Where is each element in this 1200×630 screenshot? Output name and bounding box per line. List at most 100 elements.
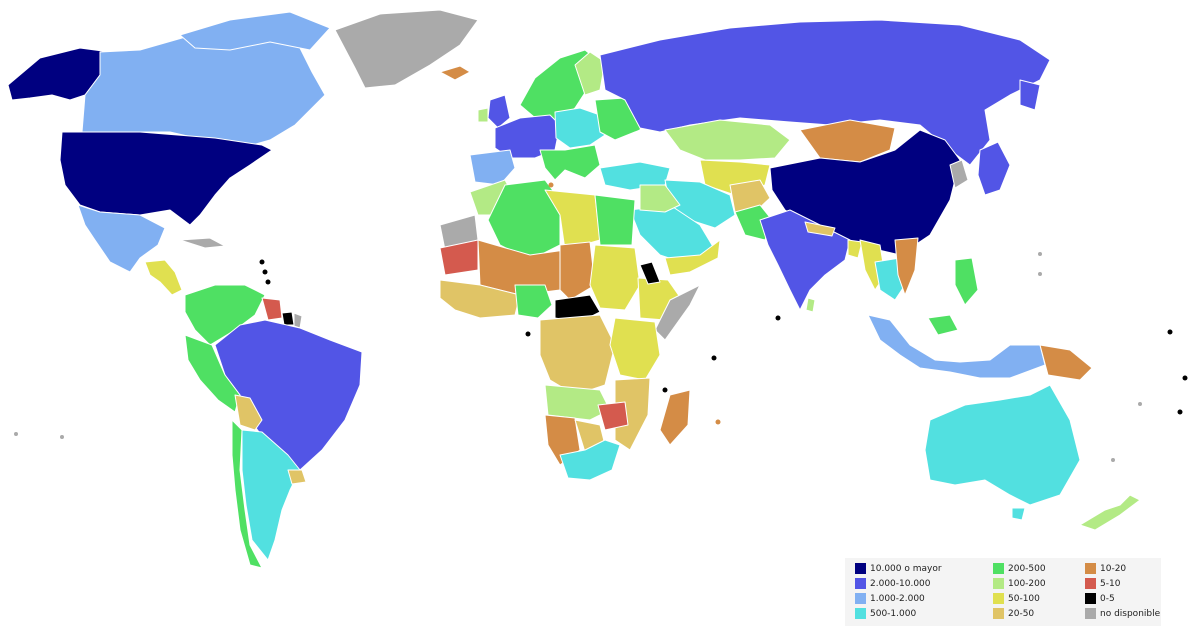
region-iceland[interactable] xyxy=(439,65,471,81)
legend-item: 500-1.000 xyxy=(855,607,916,620)
legend-label: 20-50 xyxy=(1008,608,1035,619)
legend-swatch xyxy=(855,593,866,604)
legend-swatch xyxy=(1085,578,1096,589)
island-dot[interactable] xyxy=(775,315,781,321)
island-dot[interactable] xyxy=(265,279,271,285)
region-bangladesh[interactable] xyxy=(847,239,863,259)
region-iraq-syria[interactable] xyxy=(639,184,681,213)
region-mozambique[interactable] xyxy=(614,377,651,451)
legend-swatch xyxy=(993,593,1004,604)
region-east-africa[interactable] xyxy=(609,317,661,381)
region-uruguay[interactable] xyxy=(287,469,307,485)
region-cuba[interactable] xyxy=(179,237,226,249)
region-guyana[interactable] xyxy=(261,297,283,321)
legend-item: no disponible xyxy=(1085,607,1160,620)
legend-swatch xyxy=(1085,593,1096,604)
legend-item: 2.000-10.000 xyxy=(855,577,931,590)
island-dot[interactable] xyxy=(1111,458,1115,462)
legend-label: 5-10 xyxy=(1100,578,1121,589)
region-malaysia[interactable] xyxy=(927,314,959,336)
region-argentina[interactable] xyxy=(241,429,301,561)
region-zimbabwe[interactable] xyxy=(597,401,629,431)
region-chad[interactable] xyxy=(559,241,596,301)
region-yemen-oman[interactable] xyxy=(664,239,721,276)
region-nigeria[interactable] xyxy=(514,284,553,319)
region-central-europe[interactable] xyxy=(554,107,606,149)
region-mauritania[interactable] xyxy=(439,239,479,276)
region-peru[interactable] xyxy=(184,334,241,413)
region-drc[interactable] xyxy=(539,314,616,396)
island-dot[interactable] xyxy=(525,331,531,337)
region-greenland[interactable] xyxy=(334,9,479,89)
region-ireland[interactable] xyxy=(477,107,489,123)
island-dot[interactable] xyxy=(715,419,721,425)
region-central-america[interactable] xyxy=(144,259,183,296)
small-islands xyxy=(14,182,1188,462)
region-sudan[interactable] xyxy=(589,244,641,311)
island-dot[interactable] xyxy=(1177,409,1183,415)
region-sri-lanka[interactable] xyxy=(805,297,816,313)
region-philippines[interactable] xyxy=(954,257,979,306)
region-french-guiana[interactable] xyxy=(293,312,303,329)
legend-item: 1.000-2.000 xyxy=(855,592,925,605)
island-dot[interactable] xyxy=(1182,375,1188,381)
legend-swatch xyxy=(993,608,1004,619)
island-dot[interactable] xyxy=(259,259,265,265)
legend-item: 5-10 xyxy=(1085,577,1120,590)
region-australia[interactable] xyxy=(924,384,1081,506)
region-canada-islands[interactable] xyxy=(179,11,331,51)
legend-item: 10.000 o mayor xyxy=(855,562,942,575)
island-dot[interactable] xyxy=(1167,329,1173,335)
region-angola-zambia[interactable] xyxy=(544,384,611,421)
island-dot[interactable] xyxy=(711,355,717,361)
legend-item: 20-50 xyxy=(993,607,1034,620)
region-kazakhstan[interactable] xyxy=(664,119,791,161)
region-kamchatka[interactable] xyxy=(1019,79,1041,111)
region-korea[interactable] xyxy=(949,159,969,189)
region-colombia-venezuela[interactable] xyxy=(184,284,266,346)
region-egypt[interactable] xyxy=(594,194,636,246)
legend-label: 10-20 xyxy=(1100,563,1127,574)
island-dot[interactable] xyxy=(548,182,554,188)
region-nepal[interactable] xyxy=(804,221,836,237)
region-usa[interactable] xyxy=(59,131,273,226)
legend-swatch xyxy=(993,578,1004,589)
island-dot[interactable] xyxy=(1038,272,1042,276)
region-new-guinea[interactable] xyxy=(1039,344,1093,381)
region-vietnam[interactable] xyxy=(894,237,919,296)
region-russia[interactable] xyxy=(599,19,1051,166)
island-dot[interactable] xyxy=(262,269,268,275)
island-dot[interactable] xyxy=(60,435,64,439)
region-italy-balkans[interactable] xyxy=(539,144,601,181)
legend-item: 10-20 xyxy=(1085,562,1126,575)
region-suriname[interactable] xyxy=(281,311,295,326)
island-dot[interactable] xyxy=(1138,402,1142,406)
legend-item: 200-500 xyxy=(993,562,1046,575)
region-iberia[interactable] xyxy=(469,149,516,186)
region-tasmania[interactable] xyxy=(1011,507,1026,521)
region-mexico[interactable] xyxy=(77,204,166,273)
legend-label: 200-500 xyxy=(1008,563,1046,574)
region-indonesia[interactable] xyxy=(867,314,1046,379)
region-japan[interactable] xyxy=(977,141,1011,196)
legend-swatch xyxy=(993,563,1004,574)
legend-item: 100-200 xyxy=(993,577,1046,590)
island-dot[interactable] xyxy=(14,432,18,436)
island-dot[interactable] xyxy=(662,387,668,393)
region-west-africa[interactable] xyxy=(439,279,521,319)
legend-swatch xyxy=(1085,608,1096,619)
island-dot[interactable] xyxy=(1038,252,1042,256)
legend-label: 500-1.000 xyxy=(870,608,917,619)
region-new-zealand[interactable] xyxy=(1079,494,1141,531)
region-madagascar[interactable] xyxy=(659,389,691,446)
region-chile[interactable] xyxy=(231,419,263,569)
legend-label: 10.000 o mayor xyxy=(870,563,942,574)
legend-label: no disponible xyxy=(1100,608,1161,619)
region-eritrea[interactable] xyxy=(639,261,661,285)
legend-swatch xyxy=(1085,563,1096,574)
region-afghanistan[interactable] xyxy=(729,179,771,213)
region-bolivia[interactable] xyxy=(234,394,263,431)
region-south-africa[interactable] xyxy=(559,439,621,481)
region-somalia[interactable] xyxy=(654,284,701,341)
